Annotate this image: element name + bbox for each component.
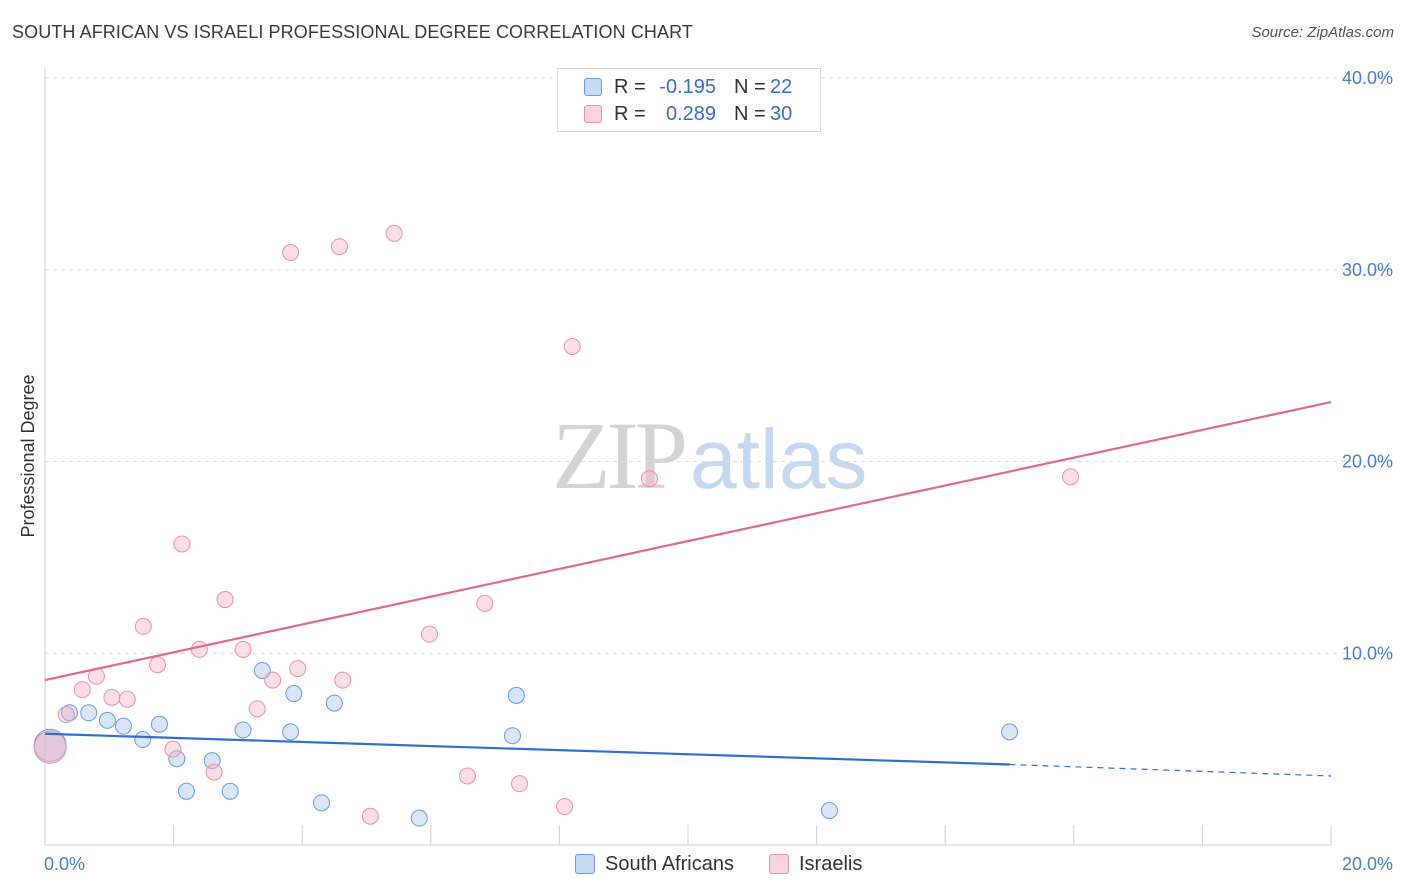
- south-african-point: [820, 801, 838, 819]
- israeli-point: [264, 671, 282, 689]
- x-tick-label: 0.0%: [44, 854, 85, 874]
- south-african-point: [114, 717, 132, 735]
- israeli-point: [511, 775, 529, 793]
- bottom-legend-swatch-israelis: [769, 854, 789, 874]
- israeli-point: [216, 591, 234, 609]
- israeli-point: [640, 470, 658, 488]
- y-axis-title: Professional Degree: [18, 374, 38, 537]
- legend-r-value: 0.289: [665, 102, 716, 125]
- legend-r-label: R =: [614, 102, 646, 125]
- israeli-point: [282, 243, 300, 261]
- south-african-point: [177, 782, 195, 800]
- israeli-point: [361, 807, 379, 825]
- legend-row-israelis: R = 0.289 N = 30: [584, 102, 792, 126]
- legend-n-label: N =: [734, 102, 766, 125]
- israeli-point: [248, 700, 266, 718]
- legend-n-value: 22: [770, 75, 793, 98]
- x-tick-label: 20.0%: [1342, 854, 1393, 874]
- south-african-point: [410, 809, 428, 827]
- source-label: Source: ZipAtlas.com: [1251, 24, 1394, 41]
- watermark-zip: ZIP: [552, 402, 688, 509]
- y-tick-label: 20.0%: [1342, 452, 1393, 472]
- israeli-point: [173, 535, 191, 553]
- israeli-point: [289, 660, 307, 678]
- bottom-legend-label-south-africans: South Africans: [605, 852, 734, 875]
- legend-r-label: R =: [614, 75, 646, 98]
- south-african-point: [503, 727, 521, 745]
- israeli-point: [57, 706, 75, 724]
- chart-title: SOUTH AFRICAN VS ISRAELI PROFESSIONAL DE…: [12, 22, 693, 42]
- south-african-point: [150, 715, 168, 733]
- south-african-point: [168, 750, 186, 768]
- south-african-point: [312, 794, 330, 812]
- south-african-point: [325, 694, 343, 712]
- legend-n-value: 30: [770, 102, 793, 125]
- y-tick-label: 30.0%: [1342, 260, 1393, 280]
- israeli-point: [458, 767, 476, 785]
- south-african-point: [234, 721, 252, 739]
- legend-swatch-south-africans: [584, 78, 602, 96]
- israeli-point: [476, 594, 494, 612]
- watermark-atlas: atlas: [690, 412, 868, 506]
- bottom-legend-south-africans: South Africans: [575, 852, 734, 876]
- israeli-point: [1062, 468, 1080, 486]
- israeli-point: [330, 238, 348, 256]
- south-african-point: [80, 704, 98, 722]
- south-african-trend-line: [44, 732, 1010, 766]
- south-african-point: [507, 686, 525, 704]
- israeli-point: [563, 337, 581, 355]
- south-african-point: [1001, 723, 1018, 741]
- israeli-point: [334, 671, 352, 689]
- israeli-point: [190, 640, 208, 658]
- bottom-legend-israelis: Israelis: [769, 852, 862, 876]
- legend-row-south-africans: R = -0.195 N = 22: [584, 75, 792, 99]
- y-tick-label: 10.0%: [1342, 643, 1393, 663]
- legend-swatch-israelis: [584, 105, 602, 123]
- israeli-point: [205, 763, 223, 781]
- israeli-trend-line: [44, 400, 1332, 682]
- israeli-point: [234, 640, 252, 658]
- israeli-point: [421, 625, 439, 643]
- israeli-point: [385, 224, 403, 242]
- israeli-point: [118, 690, 136, 708]
- legend-r-value: -0.195: [659, 75, 716, 98]
- israeli-point: [134, 617, 152, 635]
- watermark: ZIPatlas: [552, 400, 867, 511]
- israeli-point: [103, 688, 121, 706]
- israeli-point: [33, 730, 67, 764]
- south-african-point: [285, 685, 303, 703]
- south-african-point: [134, 731, 152, 749]
- israeli-point: [73, 681, 91, 699]
- south-african-point: [282, 723, 300, 741]
- south-african-point: [221, 782, 239, 800]
- south-african-point: [60, 704, 78, 722]
- bottom-legend-label-israelis: Israelis: [799, 852, 863, 875]
- south-african-point: [98, 711, 116, 729]
- bottom-legend-swatch-south-africans: [575, 854, 595, 874]
- y-tick-label: 40.0%: [1342, 68, 1393, 88]
- israeli-point: [164, 740, 182, 758]
- correlation-legend: R = -0.195 N = 22 R = 0.289 N = 30: [557, 68, 821, 132]
- legend-n-label: N =: [734, 75, 766, 98]
- south-african-trend-extension: [1009, 763, 1332, 777]
- israeli-point: [556, 798, 574, 816]
- israeli-point: [149, 656, 167, 674]
